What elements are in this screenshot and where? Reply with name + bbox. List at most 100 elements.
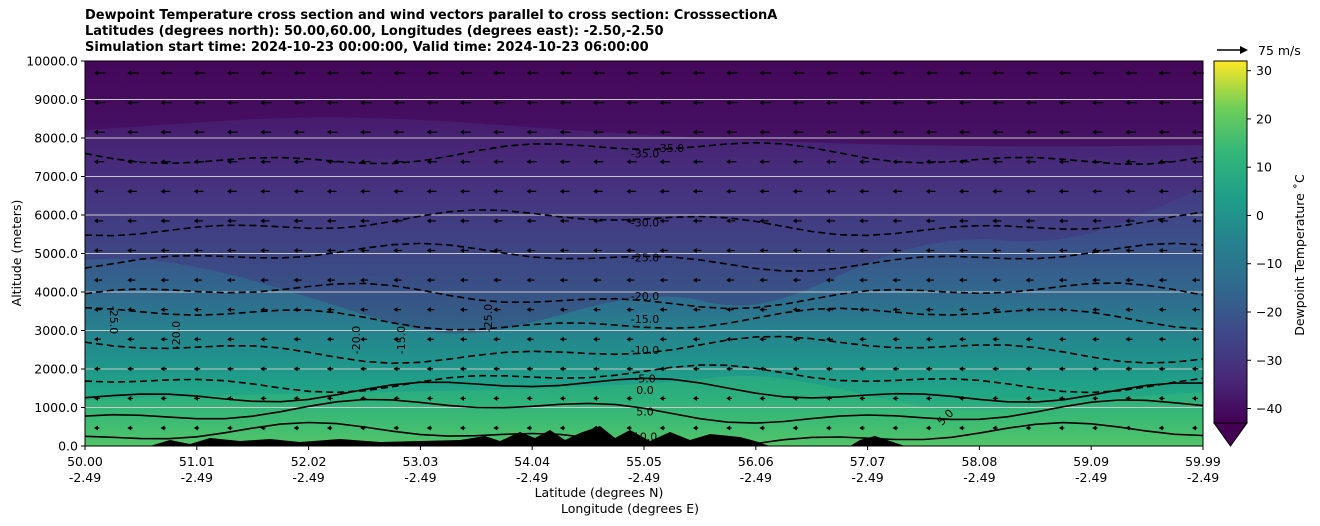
x-tick-lat-label: 55.05 bbox=[626, 454, 662, 469]
wind-vector-head bbox=[360, 70, 365, 76]
contour-label: 0.0 bbox=[636, 384, 654, 397]
colorbar-extend-arrow bbox=[1213, 422, 1248, 447]
wind-vector-head bbox=[792, 248, 797, 253]
wind-vector-head bbox=[193, 336, 198, 342]
wind-vector-head bbox=[393, 218, 398, 224]
y-tick-label: 10000.0 bbox=[26, 54, 78, 69]
wind-vector-head bbox=[260, 218, 265, 224]
wind-vector-head bbox=[593, 277, 598, 283]
wind-vector-head bbox=[759, 218, 764, 224]
wind-vector-head bbox=[127, 100, 132, 106]
wind-vector-head bbox=[193, 100, 198, 106]
y-tick-label: 4000.0 bbox=[34, 285, 78, 300]
wind-vector-head bbox=[759, 129, 764, 135]
wind-vector-head bbox=[1192, 395, 1196, 401]
wind-vector-head bbox=[726, 277, 731, 283]
wind-vector-head bbox=[493, 277, 498, 283]
contour-label: -25.0 bbox=[631, 251, 659, 264]
wind-vector-head bbox=[227, 129, 232, 135]
wind-vector-head bbox=[792, 129, 797, 135]
x-tick-lat-label: 58.08 bbox=[962, 454, 998, 469]
contour-line bbox=[85, 242, 1203, 272]
wind-vector-head bbox=[1125, 425, 1130, 431]
wind-vector-head bbox=[326, 248, 331, 253]
x-tick-lon-label: -2.49 bbox=[740, 470, 772, 485]
wind-vector-head bbox=[1058, 395, 1063, 401]
wind-vector-head bbox=[193, 307, 198, 313]
colorbar-tick-label: −40 bbox=[1256, 401, 1282, 416]
wind-vector-head bbox=[692, 425, 697, 431]
wind-vector-head bbox=[1192, 100, 1196, 106]
wind-vector-head bbox=[94, 159, 98, 165]
wind-vector-head bbox=[1025, 425, 1030, 431]
wind-vector-head bbox=[460, 218, 464, 224]
wind-vector-head bbox=[892, 218, 897, 224]
x-tick-lon-label: -2.49 bbox=[404, 470, 436, 485]
wind-vector-head bbox=[1092, 395, 1097, 401]
wind-vector-head bbox=[493, 129, 498, 135]
wind-vector-head bbox=[826, 159, 830, 165]
wind-vector-head bbox=[759, 307, 764, 313]
wind-vector-head bbox=[426, 248, 431, 253]
wind-vector-head bbox=[892, 129, 897, 135]
wind-vector-head bbox=[293, 218, 298, 224]
y-tick-label: 1000.0 bbox=[34, 400, 78, 415]
wind-vector-head bbox=[792, 100, 797, 106]
wind-vector-head bbox=[426, 425, 431, 431]
wind-vector-head bbox=[393, 188, 398, 194]
wind-vector-head bbox=[360, 366, 365, 372]
wind-vector-head bbox=[925, 218, 930, 224]
wind-vector-head bbox=[659, 218, 664, 224]
wind-vector-head bbox=[94, 218, 98, 224]
wind-vector-head bbox=[1158, 100, 1163, 106]
wind-vector-head bbox=[227, 395, 232, 401]
x-tick-lat-label: 52.02 bbox=[291, 454, 327, 469]
wind-vector-head bbox=[992, 248, 997, 253]
wind-vector-head bbox=[1125, 129, 1130, 135]
wind-vector-head bbox=[1025, 188, 1030, 194]
wind-vector-head bbox=[726, 129, 731, 135]
wind-vector-head bbox=[260, 425, 265, 431]
wind-vector-head bbox=[393, 70, 398, 76]
wind-vector-head bbox=[326, 188, 331, 194]
wind-vector-head bbox=[826, 248, 830, 253]
wind-vector-head bbox=[1058, 159, 1063, 165]
wind-vector-head bbox=[1092, 129, 1097, 135]
chart-title: Dewpoint Temperature cross section and w… bbox=[85, 8, 777, 56]
contour-line bbox=[85, 364, 1203, 394]
wind-vector-head bbox=[94, 100, 98, 106]
wind-vector-head bbox=[193, 366, 198, 372]
wind-vector-head bbox=[160, 129, 165, 135]
wind-vector-head bbox=[293, 248, 298, 253]
wind-vector-head bbox=[1158, 70, 1163, 76]
contour-label: -15.0 bbox=[631, 313, 659, 326]
wind-vector-head bbox=[227, 425, 232, 431]
wind-vector-head bbox=[94, 336, 98, 342]
wind-vector-head bbox=[859, 70, 864, 76]
wind-vector-head bbox=[360, 336, 365, 342]
colorbar-tick-label: 0 bbox=[1256, 208, 1264, 223]
wind-vector-head bbox=[626, 70, 631, 76]
wind-vector-head bbox=[193, 70, 198, 76]
wind-vector-head bbox=[193, 248, 198, 253]
wind-vector-head bbox=[559, 307, 564, 313]
wind-vector-head bbox=[826, 188, 830, 194]
wind-vector-head bbox=[726, 100, 731, 106]
wind-vector-head bbox=[94, 188, 98, 194]
wind-vector-head bbox=[826, 307, 830, 313]
wind-vector-head bbox=[127, 159, 132, 165]
wind-vector-head bbox=[260, 336, 265, 342]
wind-vector-head bbox=[1058, 188, 1063, 194]
wind-vector-head bbox=[1092, 159, 1097, 165]
wind-vector-head bbox=[692, 395, 697, 401]
wind-vector-head bbox=[460, 307, 464, 313]
wind-vector-head bbox=[726, 188, 731, 194]
wind-vector-head bbox=[1192, 366, 1196, 372]
wind-vector-head bbox=[260, 70, 265, 76]
wind-vector-head bbox=[992, 100, 997, 106]
wind-vector-head bbox=[559, 100, 564, 106]
wind-vector-head bbox=[127, 336, 132, 342]
wind-vector-head bbox=[1158, 307, 1163, 313]
colorbar-tick-label: 30 bbox=[1256, 63, 1272, 78]
wind-vector-head bbox=[626, 425, 631, 431]
